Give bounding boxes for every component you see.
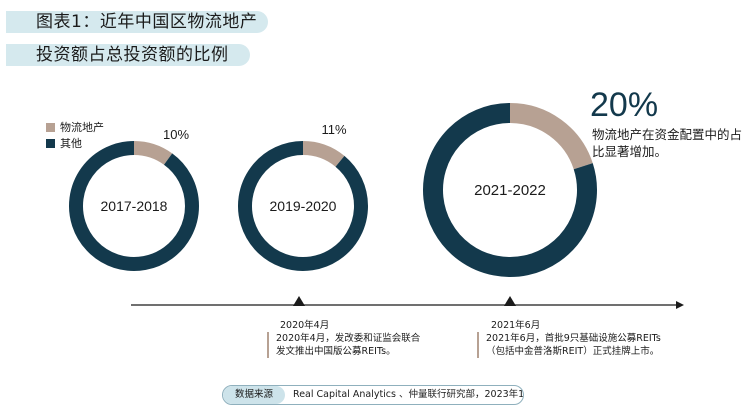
legend-item-other: 其他 (46, 135, 104, 151)
donut-2017-2018-data-label: 10% (163, 127, 189, 142)
timeline-arrow-head (676, 301, 684, 309)
timeline-date-2020: 2020年4月 (280, 320, 330, 331)
legend-label-logistics: 物流地产 (60, 121, 104, 134)
timeline-marker-2020 (293, 296, 305, 306)
donut-2019-2020-other-slice (238, 141, 368, 271)
donut-2021-2022-other-slice (423, 103, 597, 277)
source-text: Real Capital Analytics 、仲量联行研究部，2023年1月 (293, 389, 524, 400)
donut-2017-2018-logistics-slice (133, 141, 173, 165)
title-band-1 (6, 11, 268, 33)
timeline-note-2020: 2020年4月，发改委和证监会联合发文推出中国版公募REITs。 (267, 332, 424, 358)
title-band-2 (6, 44, 250, 66)
donut-2019-2020-logistics-slice (302, 141, 345, 167)
timeline-note-2021: 2021年6月，首批9只基础设施公募REITs（包括中金普洛斯REIT）正式挂牌… (477, 332, 676, 358)
donut-2019-2020-data-label: 11% (321, 122, 346, 137)
legend-swatch-logistics (46, 122, 55, 132)
donut-2017-2018-center-label: 2017-2018 (101, 198, 168, 214)
chart-title-line-1: 图表1：近年中国区物流地产 (36, 12, 258, 32)
legend: 物流地产 其他 (46, 119, 104, 151)
donut-2021-2022-logistics-slice (509, 103, 593, 170)
timeline-marker-2021 (504, 296, 516, 306)
donut-2017-2018-other-slice (69, 141, 199, 271)
highlight-value: 20% (590, 86, 659, 124)
legend-item-logistics: 物流地产 (46, 119, 104, 135)
legend-swatch-other (46, 138, 55, 148)
source-box: 数据来源 Real Capital Analytics 、仲量联行研究部，202… (222, 385, 524, 405)
chart-title-line-2: 投资额占总投资额的比例 (36, 45, 229, 65)
donut-2019-2020-center-label: 2019-2020 (270, 198, 337, 214)
donut-2021-2022-center-label: 2021-2022 (474, 182, 546, 199)
legend-label-other: 其他 (60, 137, 82, 150)
timeline-date-2021: 2021年6月 (491, 320, 541, 331)
source-label: 数据来源 (223, 386, 286, 404)
highlight-note: 物流地产在资金配置中的占比显著增加。 (592, 127, 743, 159)
